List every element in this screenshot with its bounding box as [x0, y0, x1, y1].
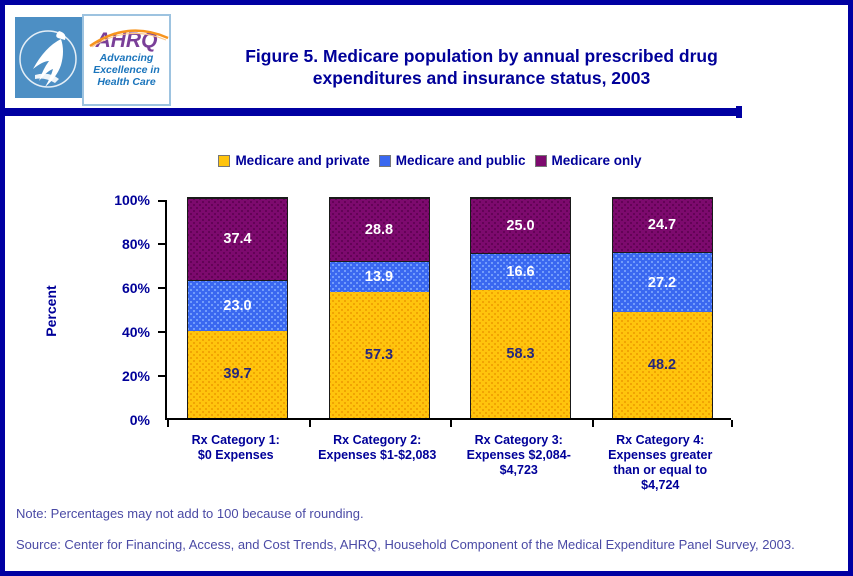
- chart-legend: Medicare and private Medicare and public…: [60, 153, 800, 168]
- source-line: Source: Center for Financing, Access, an…: [16, 537, 795, 552]
- legend-label-medicare-public: Medicare and public: [395, 153, 526, 168]
- y-tick-label: 80%: [121, 236, 150, 252]
- bar-segment: 16.6: [471, 253, 570, 290]
- page-title: Figure 5. Medicare population by annual …: [245, 46, 718, 88]
- legend-swatch-medicare-public: [378, 154, 391, 167]
- x-axis-tick: [167, 420, 169, 427]
- legend-item-medicare-only: Medicare only: [534, 153, 642, 168]
- bar-segment: 37.4: [188, 197, 287, 281]
- x-axis-tick: [308, 420, 311, 427]
- ahrq-tagline-line2: Excellence in: [93, 64, 160, 76]
- legend-swatch-medicare-only: [534, 154, 547, 167]
- bar-rx-category-3: 58.3 16.6 25.0: [470, 197, 571, 418]
- bar-segment: 25.0: [471, 198, 570, 254]
- x-axis-tick: [450, 420, 452, 427]
- x-category-label-1: Rx Category 1: $0 Expenses: [191, 433, 280, 462]
- bar-segment: 48.2: [612, 311, 712, 418]
- legend-label-medicare-private: Medicare and private: [235, 153, 370, 168]
- ahrq-logo: AHRQ Advancing Excellence in Health Care: [82, 14, 171, 106]
- y-axis-title: Percent: [43, 285, 59, 337]
- footnote: Note: Percentages may not add to 100 bec…: [16, 506, 364, 521]
- y-axis-tick-labels: 0% 20% 40% 60% 80% 100%: [85, 192, 150, 428]
- legend-swatch-medicare-private: [218, 154, 231, 167]
- bar-segment: 58.3: [471, 289, 570, 418]
- y-tick-label: 20%: [121, 368, 150, 384]
- bar-segment: 24.7: [612, 197, 712, 253]
- ahrq-tagline-line3: Health Care: [97, 76, 156, 88]
- y-tick-label: 0%: [129, 412, 150, 428]
- x-category-label-3: Rx Category 3: Expenses $2,084- $4,723: [466, 433, 571, 477]
- y-axis-tick: [158, 243, 165, 245]
- legend-label-medicare-only: Medicare only: [551, 153, 642, 168]
- y-axis-tick: [158, 200, 165, 202]
- x-axis-tick: [591, 420, 594, 427]
- bar-segment: 28.8: [329, 198, 429, 262]
- y-axis-tick: [158, 287, 165, 289]
- legend-item-medicare-private: Medicare and private: [218, 153, 370, 168]
- hhs-logo: [15, 17, 82, 98]
- hhs-eagle-icon: [19, 30, 77, 88]
- plot-area: 39.7 23.0 37.4 57.3 13.9 28.8 58.3 16.6 25.0 48.2…: [158, 196, 733, 427]
- bar-segment: 39.7: [188, 330, 287, 418]
- y-tick-label: 100%: [114, 192, 150, 208]
- x-category-label-2: Rx Category 2: Expenses $1-$2,083: [318, 433, 437, 462]
- bar-segment: 27.2: [612, 252, 712, 312]
- y-axis-tick: [158, 375, 165, 377]
- y-tick-label: 60%: [121, 280, 150, 296]
- bar-segment: 57.3: [329, 291, 429, 418]
- divider-bar: [5, 106, 742, 118]
- bar-segment: 23.0: [188, 280, 287, 331]
- legend-item-medicare-public: Medicare and public: [378, 153, 526, 168]
- ahrq-arc-icon: [89, 29, 169, 48]
- y-tick-label: 40%: [121, 324, 150, 340]
- stacked-bar-chart: Percent 0% 20% 40% 60% 80% 100% 39.7 23.0 37.4 5…: [5, 190, 848, 520]
- ahrq-tagline-line1: Advancing: [99, 52, 154, 64]
- bar-rx-category-1: 39.7 23.0 37.4: [187, 196, 288, 418]
- bar-segment: 13.9: [329, 261, 429, 292]
- y-axis-tick: [158, 331, 165, 333]
- x-axis-tick: [731, 420, 733, 427]
- x-category-label-4: Rx Category 4: Expenses greater than or …: [608, 433, 713, 492]
- bar-rx-category-4: 48.2 27.2 24.7: [611, 196, 713, 418]
- bar-rx-category-2: 57.3 13.9 28.8: [328, 197, 430, 418]
- x-axis-category-labels: Rx Category 1: $0 Expenses Rx Category 2:…: [165, 433, 731, 493]
